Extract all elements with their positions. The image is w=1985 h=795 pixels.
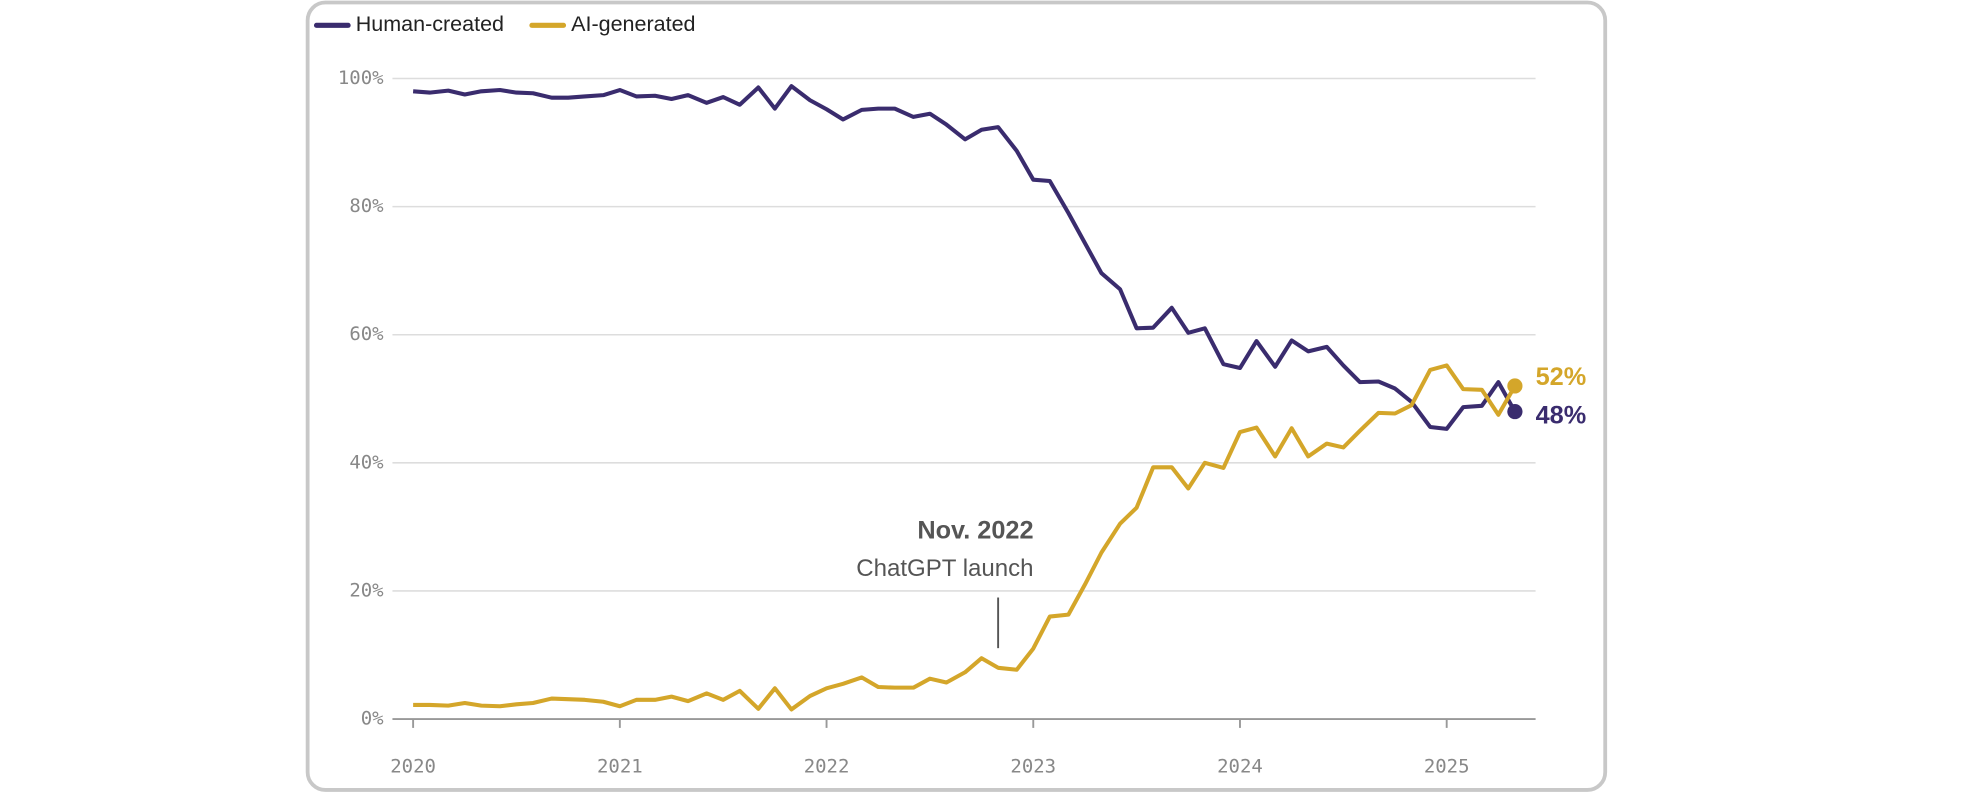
- annotation-text: ChatGPT launch: [856, 555, 1033, 582]
- y-tick-label: 60%: [349, 323, 384, 345]
- legend-label: AI-generated: [571, 12, 695, 36]
- x-tick-label: 2020: [390, 756, 436, 778]
- legend-label: Human-created: [356, 12, 504, 36]
- series-line: [413, 363, 1517, 712]
- end-dot: [1507, 403, 1523, 420]
- chart-frame: [305, 0, 1608, 792]
- x-tick-label: 2023: [1010, 756, 1056, 778]
- value-label: 52%: [1536, 363, 1587, 391]
- y-tick-label: 100%: [338, 67, 384, 89]
- y-tick-label: 20%: [349, 579, 384, 601]
- x-tick-label: 2022: [804, 756, 850, 778]
- value-label: 48%: [1536, 401, 1587, 429]
- x-tick-label: 2024: [1217, 756, 1263, 778]
- annotation-title: Nov. 2022: [917, 516, 1033, 544]
- y-tick-label: 80%: [349, 195, 384, 217]
- x-tick-label: 2025: [1424, 756, 1470, 778]
- x-tick-label: 2021: [597, 756, 643, 778]
- series-line: [412, 84, 1517, 431]
- end-dot: [1507, 378, 1523, 394]
- y-tick-label: 0%: [361, 708, 384, 730]
- y-tick-label: 40%: [349, 451, 384, 473]
